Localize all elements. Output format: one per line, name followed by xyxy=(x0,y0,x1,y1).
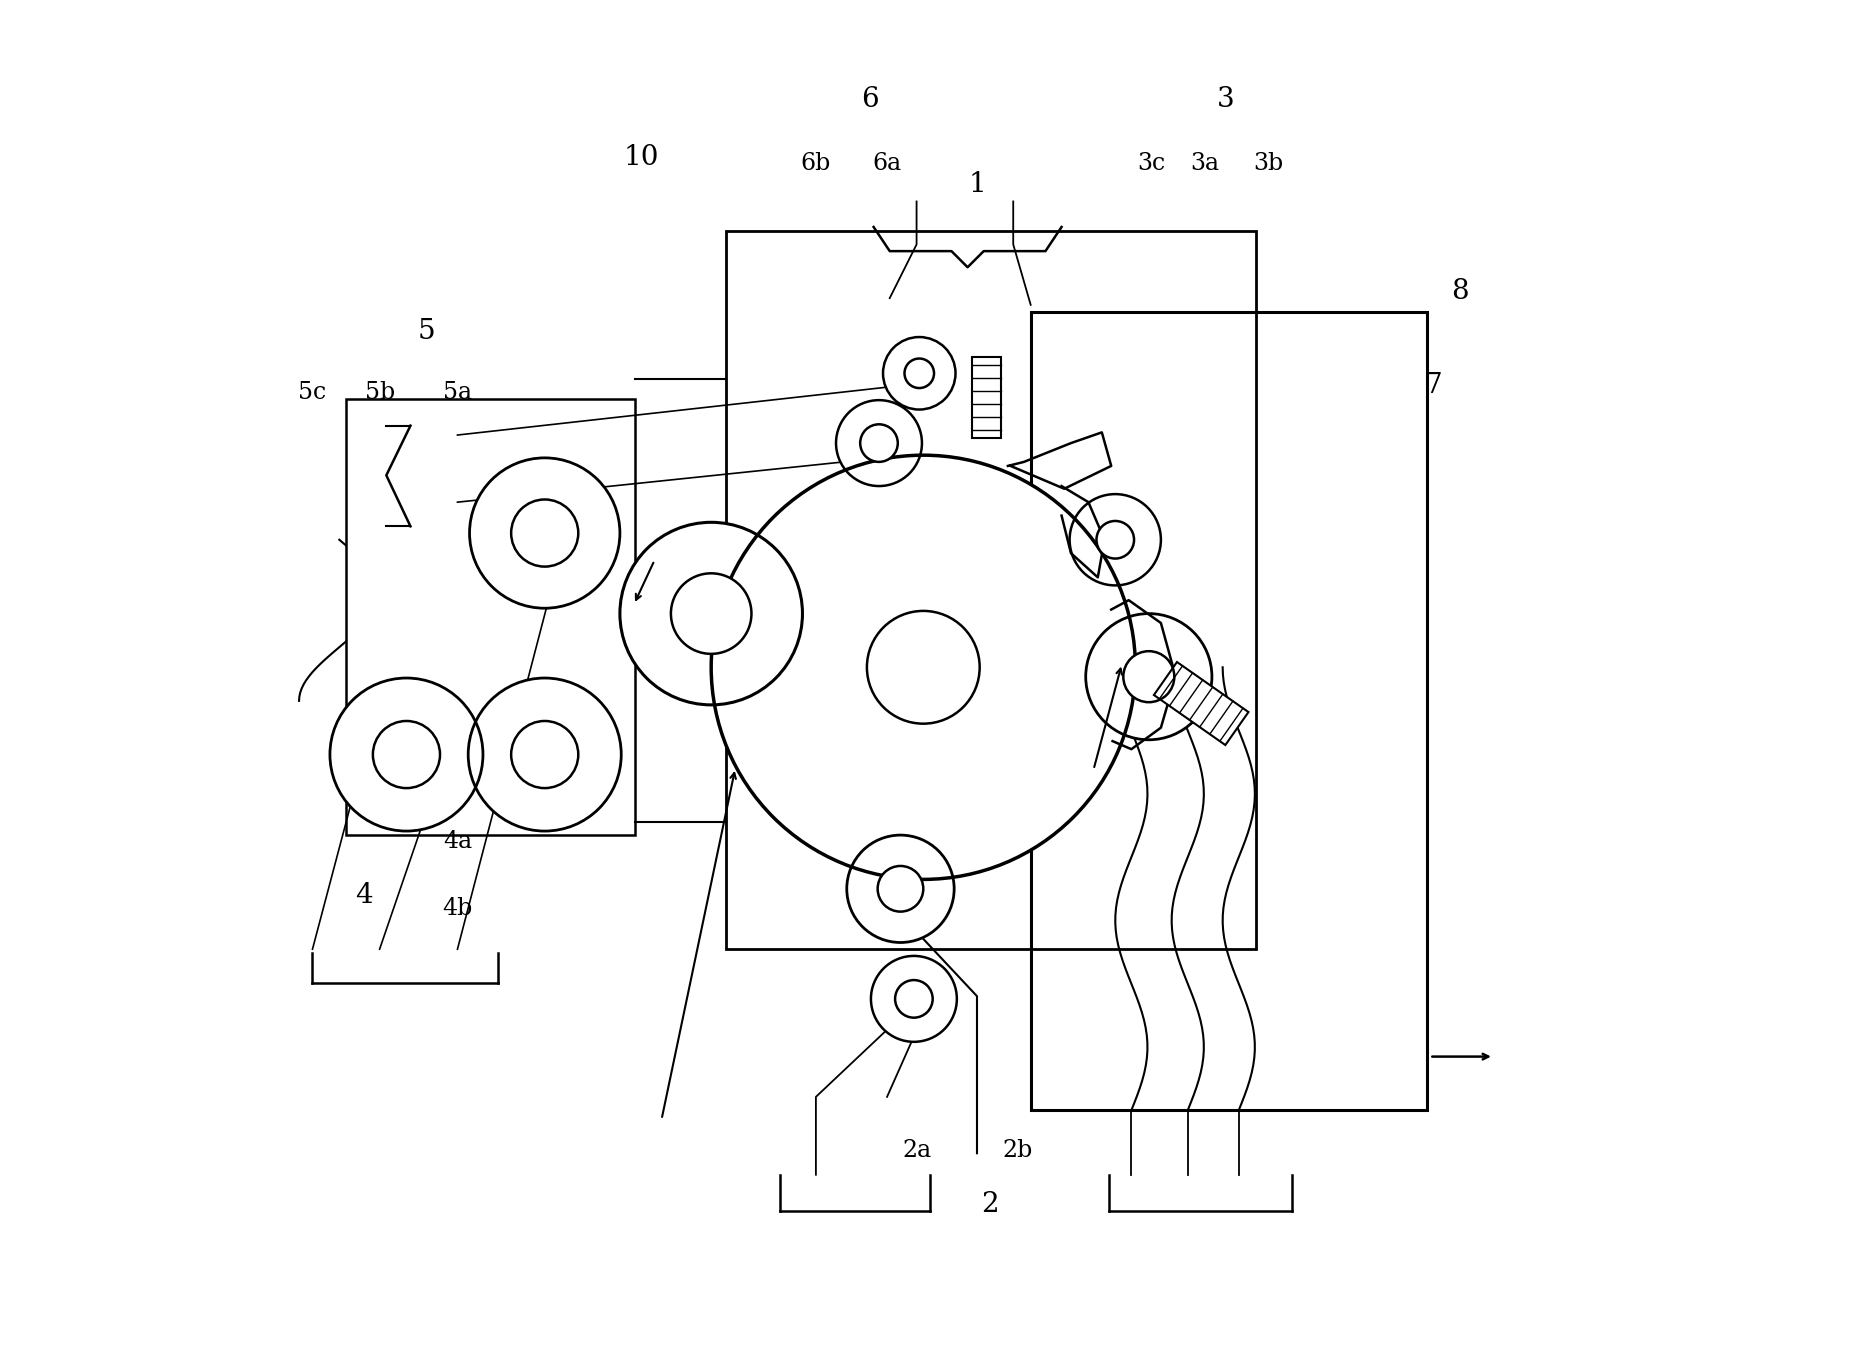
Bar xyxy=(1153,662,1248,745)
Circle shape xyxy=(870,956,956,1042)
Text: 6b: 6b xyxy=(802,152,831,175)
Text: 10: 10 xyxy=(623,144,658,171)
Bar xyxy=(971,357,1001,438)
Circle shape xyxy=(469,678,621,832)
Text: 6: 6 xyxy=(861,86,878,113)
Circle shape xyxy=(846,836,954,942)
Circle shape xyxy=(619,522,802,705)
Circle shape xyxy=(1086,613,1213,740)
Text: 4b: 4b xyxy=(443,898,472,921)
Circle shape xyxy=(867,611,980,724)
Text: 5: 5 xyxy=(418,318,435,345)
Circle shape xyxy=(878,865,923,911)
Text: 3a: 3a xyxy=(1190,152,1220,175)
Text: 4a: 4a xyxy=(443,830,472,853)
Text: 1: 1 xyxy=(967,170,986,198)
Bar xyxy=(725,231,1256,949)
Bar xyxy=(346,399,634,836)
Circle shape xyxy=(1070,495,1161,585)
Circle shape xyxy=(671,573,751,654)
Circle shape xyxy=(711,456,1135,879)
Circle shape xyxy=(895,980,932,1018)
Circle shape xyxy=(329,678,484,832)
Circle shape xyxy=(512,500,578,566)
Circle shape xyxy=(859,425,898,462)
Circle shape xyxy=(1123,651,1174,702)
Text: 2a: 2a xyxy=(902,1139,932,1162)
Text: 7: 7 xyxy=(1425,372,1442,399)
Text: 3: 3 xyxy=(1216,86,1235,113)
Text: 5c: 5c xyxy=(298,380,327,403)
Text: 2: 2 xyxy=(982,1190,999,1217)
Text: 5a: 5a xyxy=(443,380,472,403)
Text: 4: 4 xyxy=(355,882,372,909)
Circle shape xyxy=(835,400,923,487)
Circle shape xyxy=(904,359,934,388)
Text: 2b: 2b xyxy=(1003,1139,1032,1162)
Text: 8: 8 xyxy=(1451,278,1469,305)
Text: 3b: 3b xyxy=(1254,152,1283,175)
Circle shape xyxy=(884,337,956,410)
Circle shape xyxy=(1096,520,1135,558)
Text: 3c: 3c xyxy=(1138,152,1166,175)
Circle shape xyxy=(512,721,578,789)
Circle shape xyxy=(469,458,619,608)
Text: 5b: 5b xyxy=(365,380,394,403)
Bar xyxy=(1030,311,1427,1111)
Circle shape xyxy=(372,721,441,789)
Text: 6a: 6a xyxy=(872,152,902,175)
